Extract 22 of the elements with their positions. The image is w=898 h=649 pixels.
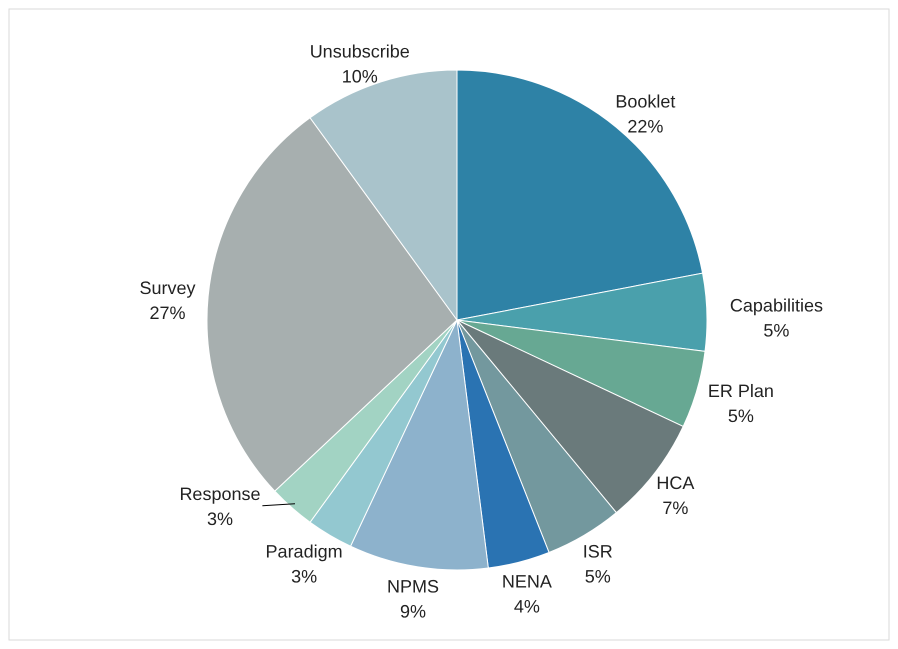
slice-label: Paradigm <box>266 542 343 562</box>
data-label: 3% <box>206 508 233 529</box>
data-label: 4% <box>514 596 540 616</box>
slice-label: Unsubscribe <box>310 42 410 62</box>
slice-label: Response <box>179 484 261 504</box>
data-label: 10% <box>342 66 378 87</box>
data-label: 5% <box>728 406 754 426</box>
slice-label: Survey <box>139 278 196 298</box>
data-label: 3% <box>291 566 318 587</box>
slice-label: Booklet <box>615 91 676 112</box>
slice-label: NENA <box>502 571 552 592</box>
slice-label: HCA <box>656 473 694 494</box>
data-label: 5% <box>584 566 611 587</box>
slice-label: ISR <box>582 542 613 562</box>
slice-label: ER Plan <box>708 381 774 401</box>
data-label: 5% <box>763 320 790 340</box>
data-label: 27% <box>149 303 186 324</box>
data-label: 22% <box>627 116 664 136</box>
data-label: 7% <box>662 498 688 518</box>
slice-label: NPMS <box>387 576 440 597</box>
slice-label: Capabilities <box>730 295 823 316</box>
data-label: 9% <box>400 602 426 622</box>
